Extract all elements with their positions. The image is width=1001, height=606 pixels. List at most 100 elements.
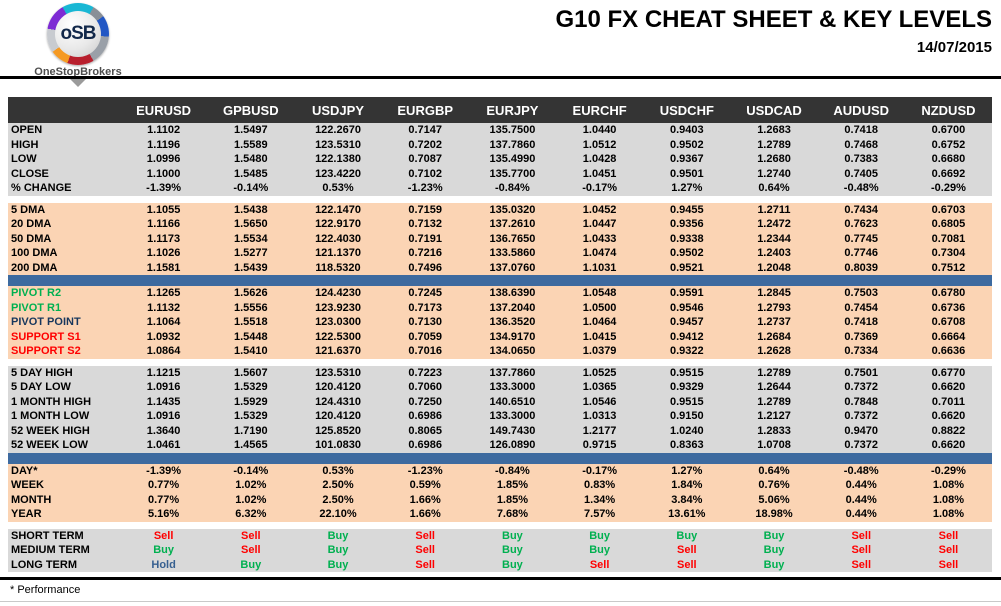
header-divider-line bbox=[0, 76, 1001, 79]
table-row: % CHANGE -1.39% -0.14% 0.53% -1.23% -0.84% -0.… bbox=[8, 181, 992, 196]
signal-cell: Buy bbox=[589, 544, 610, 556]
value-cell: 0.7059 bbox=[408, 330, 443, 343]
value-cell: 1.5518 bbox=[233, 316, 268, 328]
signal-cell: Buy bbox=[502, 529, 523, 542]
value-cell: 1.84% bbox=[671, 479, 703, 491]
value-cell: 135.7500 bbox=[489, 124, 536, 136]
signal-cell: Sell bbox=[241, 529, 261, 542]
table-row: WEEK 0.77% 1.02% 2.50% 0.59% 1.85% 0.83% 1.84% 0… bbox=[8, 478, 992, 493]
value-cell: 0.44% bbox=[845, 493, 877, 506]
value-cell: 7.68% bbox=[496, 508, 529, 520]
row-label: SUPPORT S1 bbox=[11, 330, 81, 343]
value-cell: 0.7334 bbox=[844, 345, 879, 357]
osb-logo-icon: oSB bbox=[47, 3, 109, 65]
value-cell: 1.2789 bbox=[757, 366, 791, 379]
row-label: 100 DMA bbox=[11, 247, 58, 259]
value-cell: -1.23% bbox=[407, 464, 443, 477]
value-cell: 0.9403 bbox=[669, 124, 704, 136]
row-label: MEDIUM TERM bbox=[11, 544, 90, 556]
value-cell: -1.39% bbox=[146, 464, 182, 477]
value-cell: 0.53% bbox=[322, 182, 354, 194]
value-cell: 0.7405 bbox=[844, 167, 879, 180]
value-cell: 1.2711 bbox=[757, 203, 791, 216]
value-cell: 0.7102 bbox=[408, 167, 443, 180]
value-cell: 122.1470 bbox=[315, 203, 361, 216]
value-cell: 2.50% bbox=[322, 479, 354, 491]
value-cell: 0.6736 bbox=[931, 301, 966, 314]
value-cell: 137.2040 bbox=[489, 301, 536, 314]
value-cell: 1.0512 bbox=[582, 138, 617, 151]
value-cell: 0.9412 bbox=[669, 330, 704, 343]
value-cell: 133.5860 bbox=[489, 247, 536, 259]
value-cell: 0.9546 bbox=[669, 301, 704, 314]
value-cell: 0.6700 bbox=[931, 124, 966, 136]
value-cell: 121.6370 bbox=[315, 345, 361, 357]
signal-cell: Buy bbox=[763, 558, 785, 571]
value-cell: 0.7468 bbox=[844, 138, 879, 151]
logo-pin-pointer-icon bbox=[69, 78, 87, 87]
value-cell: -0.84% bbox=[494, 182, 530, 194]
value-cell: 0.76% bbox=[758, 479, 790, 491]
value-cell: 0.7434 bbox=[844, 203, 879, 216]
value-cell: 0.7304 bbox=[931, 247, 966, 259]
value-cell: 1.0932 bbox=[146, 330, 181, 343]
value-cell: 134.9170 bbox=[489, 330, 536, 343]
value-cell: -0.14% bbox=[233, 182, 269, 194]
value-cell: -0.29% bbox=[931, 464, 966, 477]
logo-brand-name: OneStopBrokers bbox=[34, 66, 122, 78]
value-cell: 137.2610 bbox=[489, 218, 536, 230]
column-header: EURGBP bbox=[397, 102, 454, 118]
value-cell: 0.7245 bbox=[408, 287, 443, 299]
table-row: 52 WEEK LOW 1.0461 1.4565 101.0830 0.6986 126… bbox=[8, 438, 992, 453]
value-cell: 0.64% bbox=[758, 182, 790, 194]
report-date: 14/07/2015 bbox=[916, 39, 992, 56]
value-cell: 0.7132 bbox=[408, 218, 443, 230]
table-row: PIVOT POINT 1.1064 1.5518 123.0300 0.7130 136… bbox=[8, 315, 992, 330]
table-row: 52 WEEK HIGH 1.3640 1.7190 125.8520 0.8065 14… bbox=[8, 424, 992, 439]
value-cell: 1.2344 bbox=[757, 232, 791, 245]
value-cell: 1.7190 bbox=[233, 424, 268, 437]
bottom-edge-line bbox=[0, 601, 1001, 602]
value-cell: 1.5534 bbox=[233, 232, 268, 245]
value-cell: 0.59% bbox=[409, 479, 441, 491]
value-cell: 0.8065 bbox=[408, 424, 443, 437]
signal-cell: Buy bbox=[763, 529, 785, 542]
row-label: PIVOT POINT bbox=[11, 316, 81, 328]
value-cell: 1.5410 bbox=[233, 345, 268, 357]
value-cell: 0.44% bbox=[845, 479, 877, 491]
value-cell: 1.0440 bbox=[582, 124, 617, 136]
table-row: DAY* -1.39% -0.14% 0.53% -1.23% -0.84% -0.17% 1… bbox=[8, 464, 992, 479]
table-row: OPEN 1.1102 1.5497 122.2670 0.7147 135.7500 1.… bbox=[8, 123, 992, 138]
row-label: 52 WEEK HIGH bbox=[11, 424, 90, 437]
value-cell: 22.10% bbox=[319, 508, 357, 520]
signal-cell: Sell bbox=[938, 544, 959, 556]
value-cell: 1.2684 bbox=[757, 330, 791, 343]
table-row: SUPPORT S2 1.0864 1.5410 121.6370 0.7016 134.… bbox=[8, 344, 992, 359]
value-cell: 124.4230 bbox=[315, 287, 361, 299]
value-cell: 0.6620 bbox=[931, 381, 966, 393]
value-cell: 135.4990 bbox=[489, 153, 536, 165]
value-cell: 137.7860 bbox=[489, 138, 536, 151]
value-cell: 1.2472 bbox=[757, 218, 791, 230]
section-pivots: PIVOT R2 1.1265 1.5626 124.4230 0.7245 138.63… bbox=[8, 286, 992, 359]
column-header: USDCHF bbox=[659, 102, 714, 118]
signal-cell: Buy bbox=[676, 529, 698, 542]
value-cell: 1.66% bbox=[409, 508, 441, 520]
value-cell: 0.8039 bbox=[844, 261, 879, 274]
value-cell: 0.7016 bbox=[408, 345, 443, 357]
value-cell: 0.6703 bbox=[931, 203, 966, 216]
onestopbrokers-logo: oSB OneStopBrokers bbox=[20, 3, 136, 87]
value-cell: 7.57% bbox=[584, 508, 616, 520]
table-row: 50 DMA 1.1173 1.5534 122.4030 0.7191 136.7650… bbox=[8, 232, 992, 247]
value-cell: 13.61% bbox=[668, 508, 706, 520]
value-cell: 2.50% bbox=[322, 493, 354, 506]
value-cell: 1.1435 bbox=[146, 395, 181, 408]
value-cell: 0.77% bbox=[148, 479, 180, 491]
value-cell: 1.2833 bbox=[757, 424, 791, 437]
value-cell: 1.08% bbox=[932, 479, 965, 491]
osb-logo-monogram: oSB bbox=[55, 11, 101, 57]
value-cell: -0.84% bbox=[494, 464, 530, 477]
value-cell: 0.7060 bbox=[408, 381, 443, 393]
value-cell: 1.2789 bbox=[757, 395, 791, 408]
row-label: 5 DAY LOW bbox=[11, 381, 71, 393]
